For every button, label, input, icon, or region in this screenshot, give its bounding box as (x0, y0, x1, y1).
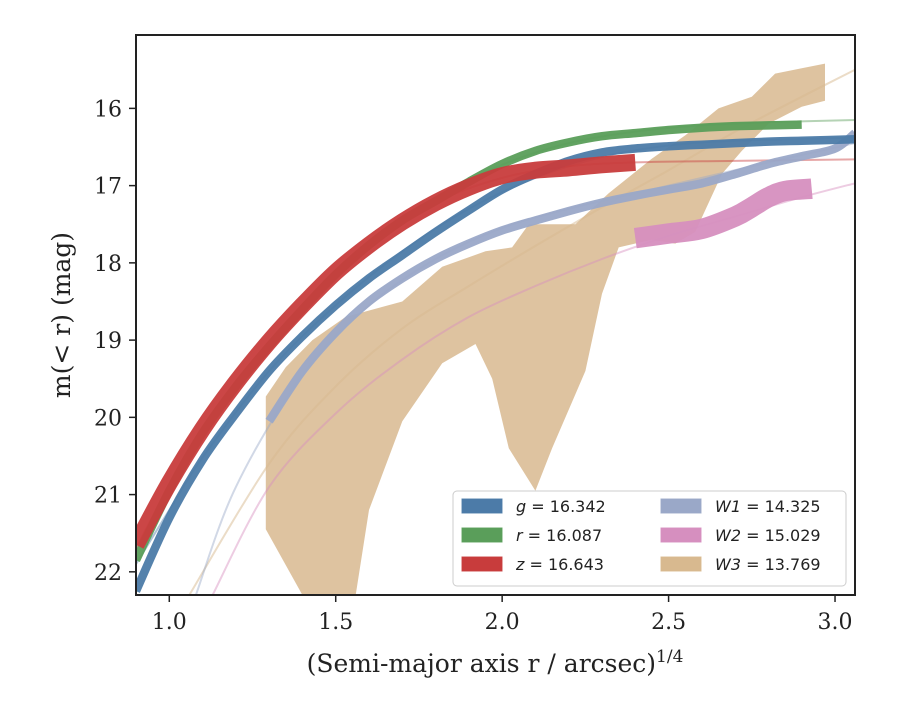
x-tick-label: 1.0 (152, 610, 187, 635)
y-tick-label: 19 (94, 329, 122, 354)
legend-entry-w2: W2 = 15.029 (660, 526, 821, 545)
x-axis-title-main: (Semi-major axis r / arcsec) (307, 649, 656, 678)
legend-box (452, 490, 847, 587)
x-tick-label: 3.0 (818, 610, 853, 635)
legend-var-z: z (515, 555, 525, 574)
legend-var-w3: W3 (715, 555, 741, 574)
x-axis-title-superscript: 1/4 (656, 647, 683, 667)
legend-label-w3: W3 = 13.769 (715, 555, 821, 574)
x-axis-title: (Semi-major axis r / arcsec)1/4 (307, 647, 684, 678)
legend-var-w2: W2 (715, 526, 741, 545)
legend-var-r: r (516, 526, 524, 545)
legend-entry-w1: W1 = 14.325 (660, 497, 821, 516)
legend-value-z: = 16.643 (524, 555, 604, 574)
y-tick-label: 16 (94, 97, 122, 122)
legend-label-w2: W2 = 15.029 (715, 526, 821, 545)
legend-label-r: r = 16.087 (516, 526, 602, 545)
legend-entry-g: g = 16.342 (461, 497, 606, 516)
plot-area (136, 63, 855, 595)
series-z-profile (136, 153, 636, 549)
legend-swatch-r (461, 527, 503, 543)
legend-swatch-w3 (660, 556, 702, 572)
legend-label-z: z = 16.643 (515, 555, 604, 574)
series-g-profile (136, 135, 855, 593)
legend-swatch-g (461, 498, 503, 514)
y-tick-label: 22 (94, 561, 122, 586)
y-tick-label: 21 (94, 484, 122, 509)
plot-frame (135, 34, 856, 596)
legend-entry-z: z = 16.643 (461, 555, 604, 574)
legend-entry-r: r = 16.087 (461, 526, 602, 545)
x-tick-label: 1.5 (318, 610, 353, 635)
legend-swatch-w1 (660, 498, 702, 514)
x-tick-label: 2.0 (485, 610, 520, 635)
y-axis-title: m(< r) (mag) (47, 232, 76, 398)
legend-value-w2: = 15.029 (741, 526, 821, 545)
legend-var-w1: W1 (715, 497, 741, 516)
y-tick-label: 18 (94, 252, 122, 277)
legend-value-g: = 16.342 (526, 497, 606, 516)
axis-ticks: 1.0 1.5 2.0 2.5 3.0 16 17 18 19 20 21 22 (94, 97, 853, 635)
series-w1-profile (265, 129, 855, 424)
y-tick-label: 20 (94, 406, 122, 431)
legend-label-g: g = 16.342 (516, 497, 606, 516)
x-tick-label: 2.5 (651, 610, 686, 635)
legend-label-w1: W1 = 14.325 (715, 497, 821, 516)
legend-value-w3: = 13.769 (741, 555, 821, 574)
y-tick-label: 17 (94, 175, 122, 200)
legend-entry-w3: W3 = 13.769 (660, 555, 821, 574)
legend-swatch-z (461, 556, 503, 572)
legend-value-r: = 16.087 (523, 526, 603, 545)
series-w2-profile (634, 178, 813, 249)
legend-value-w1: = 14.325 (741, 497, 821, 516)
legend-var-g: g (516, 497, 526, 516)
series-w3-band (265, 63, 825, 595)
legend-swatch-w2 (660, 527, 702, 543)
